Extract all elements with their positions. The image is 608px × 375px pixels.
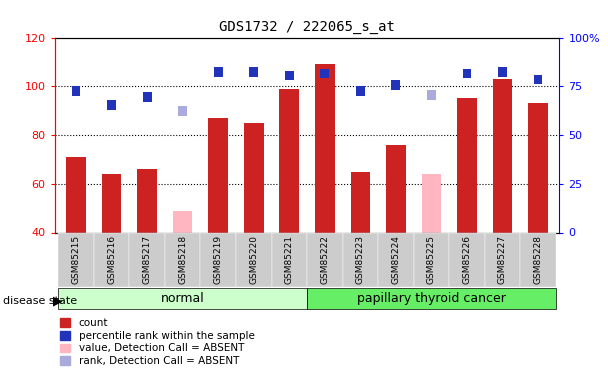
Text: GSM85219: GSM85219	[213, 235, 223, 284]
Text: GSM85224: GSM85224	[392, 235, 401, 284]
Bar	[244, 123, 263, 232]
Text: GSM85221: GSM85221	[285, 235, 294, 284]
Bar	[280, 89, 299, 232]
Text: GSM85222: GSM85222	[320, 235, 330, 284]
Bar	[102, 174, 122, 232]
Bar	[66, 157, 86, 232]
Title: GDS1732 / 222065_s_at: GDS1732 / 222065_s_at	[219, 20, 395, 34]
Bar	[315, 64, 334, 232]
Text: GSM85226: GSM85226	[463, 235, 471, 284]
Text: GSM85216: GSM85216	[107, 235, 116, 284]
Text: GSM85227: GSM85227	[498, 235, 507, 284]
Bar	[173, 211, 192, 232]
Text: GSM85217: GSM85217	[143, 235, 151, 284]
Bar	[201, 232, 236, 287]
Bar	[520, 232, 556, 287]
Bar	[178, 106, 187, 116]
Bar	[392, 80, 400, 90]
Bar	[528, 104, 548, 232]
Bar	[249, 67, 258, 76]
Bar	[463, 69, 471, 78]
Bar	[130, 232, 165, 287]
Bar	[449, 232, 485, 287]
Text: GSM85223: GSM85223	[356, 235, 365, 284]
Bar	[285, 70, 294, 80]
Bar	[58, 232, 94, 287]
Bar	[485, 232, 520, 287]
Bar	[351, 172, 370, 232]
Text: GSM85218: GSM85218	[178, 235, 187, 284]
Text: GSM85220: GSM85220	[249, 235, 258, 284]
Bar	[457, 99, 477, 232]
Text: disease state: disease state	[3, 296, 77, 306]
Text: GSM85228: GSM85228	[534, 235, 542, 284]
Bar	[498, 67, 507, 76]
Text: papillary thyroid cancer: papillary thyroid cancer	[357, 292, 506, 305]
Bar	[72, 86, 80, 96]
Bar	[236, 232, 272, 287]
Legend: count, percentile rank within the sample, value, Detection Call = ABSENT, rank, : count, percentile rank within the sample…	[60, 318, 255, 366]
Bar	[137, 169, 157, 232]
Bar	[422, 174, 441, 232]
Bar	[492, 79, 513, 232]
Text: GSM85215: GSM85215	[72, 235, 80, 284]
Text: GSM85225: GSM85225	[427, 235, 436, 284]
Bar	[107, 100, 116, 109]
Bar	[534, 75, 542, 84]
Bar	[342, 232, 378, 287]
Bar	[320, 69, 329, 78]
Bar	[307, 232, 342, 287]
Bar	[307, 288, 556, 309]
Text: ▶: ▶	[53, 295, 63, 307]
Bar	[143, 92, 151, 102]
Bar	[272, 232, 307, 287]
Bar	[214, 67, 223, 76]
Text: normal: normal	[161, 292, 204, 305]
Bar	[427, 90, 436, 100]
Bar	[94, 232, 130, 287]
Bar	[413, 232, 449, 287]
Bar	[58, 288, 307, 309]
Bar	[378, 232, 413, 287]
Bar	[209, 118, 228, 232]
Bar	[165, 232, 201, 287]
Bar	[356, 86, 365, 96]
Bar	[386, 145, 406, 232]
